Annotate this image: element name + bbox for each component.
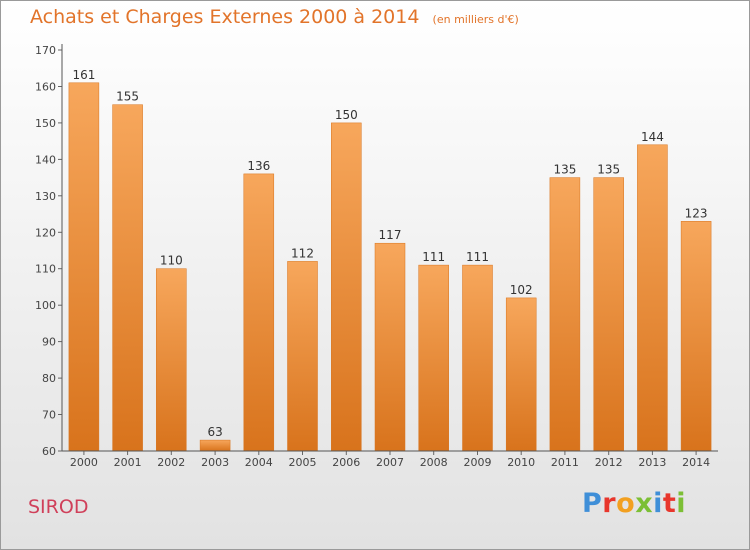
x-tick-label-2000: 2000 [70,456,98,469]
x-tick-label-2011: 2011 [551,456,579,469]
y-tick-label-160: 160 [35,81,56,94]
y-tick-label-60: 60 [42,445,56,458]
x-tick-label-2010: 2010 [507,456,535,469]
y-tick-label-140: 140 [35,153,56,166]
commune-name: SIROD [28,496,89,518]
value-label-2003: 63 [207,425,222,439]
bar-2009 [462,264,493,452]
x-tick-label-2005: 2005 [289,456,317,469]
value-label-2007: 117 [379,228,402,242]
logo-letter: o [616,488,636,519]
logo-letter: i [676,488,687,519]
x-tick-label-2001: 2001 [114,456,142,469]
y-tick-label-150: 150 [35,117,56,130]
bar-2014 [680,221,712,452]
bar-2001 [112,104,143,452]
axes-group: 2000 2001 2002 2003 2004 2005 2006 2007 2008 2009… [35,44,718,469]
logo-letter: t [662,488,677,519]
logo-letter: x [635,488,654,519]
x-tick-label-2004: 2004 [245,456,273,469]
value-label-2002: 110 [160,254,183,268]
x-tick-label-2012: 2012 [595,456,623,469]
bar-2008 [418,264,449,452]
bars-group: 161 155 110 63 136 112 150 117 111 111 102 135 135 14… [68,68,712,452]
chart-subtitle: (en milliers d'€) [432,13,519,26]
value-label-2009: 111 [466,250,489,264]
bar-2005 [287,261,318,452]
x-tick-label-2008: 2008 [420,456,448,469]
y-tick-label-170: 170 [35,44,56,57]
title-line: Achats et Charges Externes 2000 à 2014 (… [30,6,519,28]
y-tick-label-90: 90 [42,336,56,349]
value-label-2000: 161 [72,68,95,82]
chart-title: Achats et Charges Externes 2000 à 2014 [30,6,420,28]
x-tick-label-2013: 2013 [638,456,666,469]
bar-2004 [243,173,275,452]
value-label-2001: 155 [116,90,139,104]
y-tick-label-70: 70 [42,409,56,422]
bar-2007 [374,242,406,452]
value-label-2008: 111 [422,250,445,264]
bar-2012 [593,177,624,452]
value-label-2014: 123 [685,206,708,220]
value-label-2005: 112 [291,246,314,260]
bar-2003 [199,439,231,452]
bar-2013 [637,144,668,452]
x-tick-label-2009: 2009 [464,456,492,469]
value-label-2011: 135 [553,163,576,177]
value-label-2006: 150 [335,108,358,122]
y-tick-label-130: 130 [35,190,56,203]
logo-letter: r [602,488,617,519]
bar-2002 [156,268,187,452]
value-label-2013: 144 [641,130,664,144]
value-label-2012: 135 [597,163,620,177]
value-label-2010: 102 [510,283,533,297]
x-tick-label-2006: 2006 [332,456,360,469]
proxiti-logo[interactable]: Proxiti [582,488,686,519]
bar-2011 [549,177,581,452]
bar-2010 [505,297,537,452]
y-tick-label-110: 110 [35,263,56,276]
x-tick-label-2014: 2014 [682,456,710,469]
logo-letter: P [582,488,603,519]
logo-letter: i [653,488,663,519]
bar-2000 [68,82,100,452]
x-tick-label-2003: 2003 [201,456,229,469]
x-tick-label-2007: 2007 [376,456,404,469]
y-tick-label-80: 80 [42,372,56,385]
y-tick-label-100: 100 [35,299,56,312]
y-tick-label-120: 120 [35,226,56,239]
value-label-2004: 136 [247,159,270,173]
bar-2006 [331,122,362,452]
x-tick-label-2002: 2002 [157,456,185,469]
